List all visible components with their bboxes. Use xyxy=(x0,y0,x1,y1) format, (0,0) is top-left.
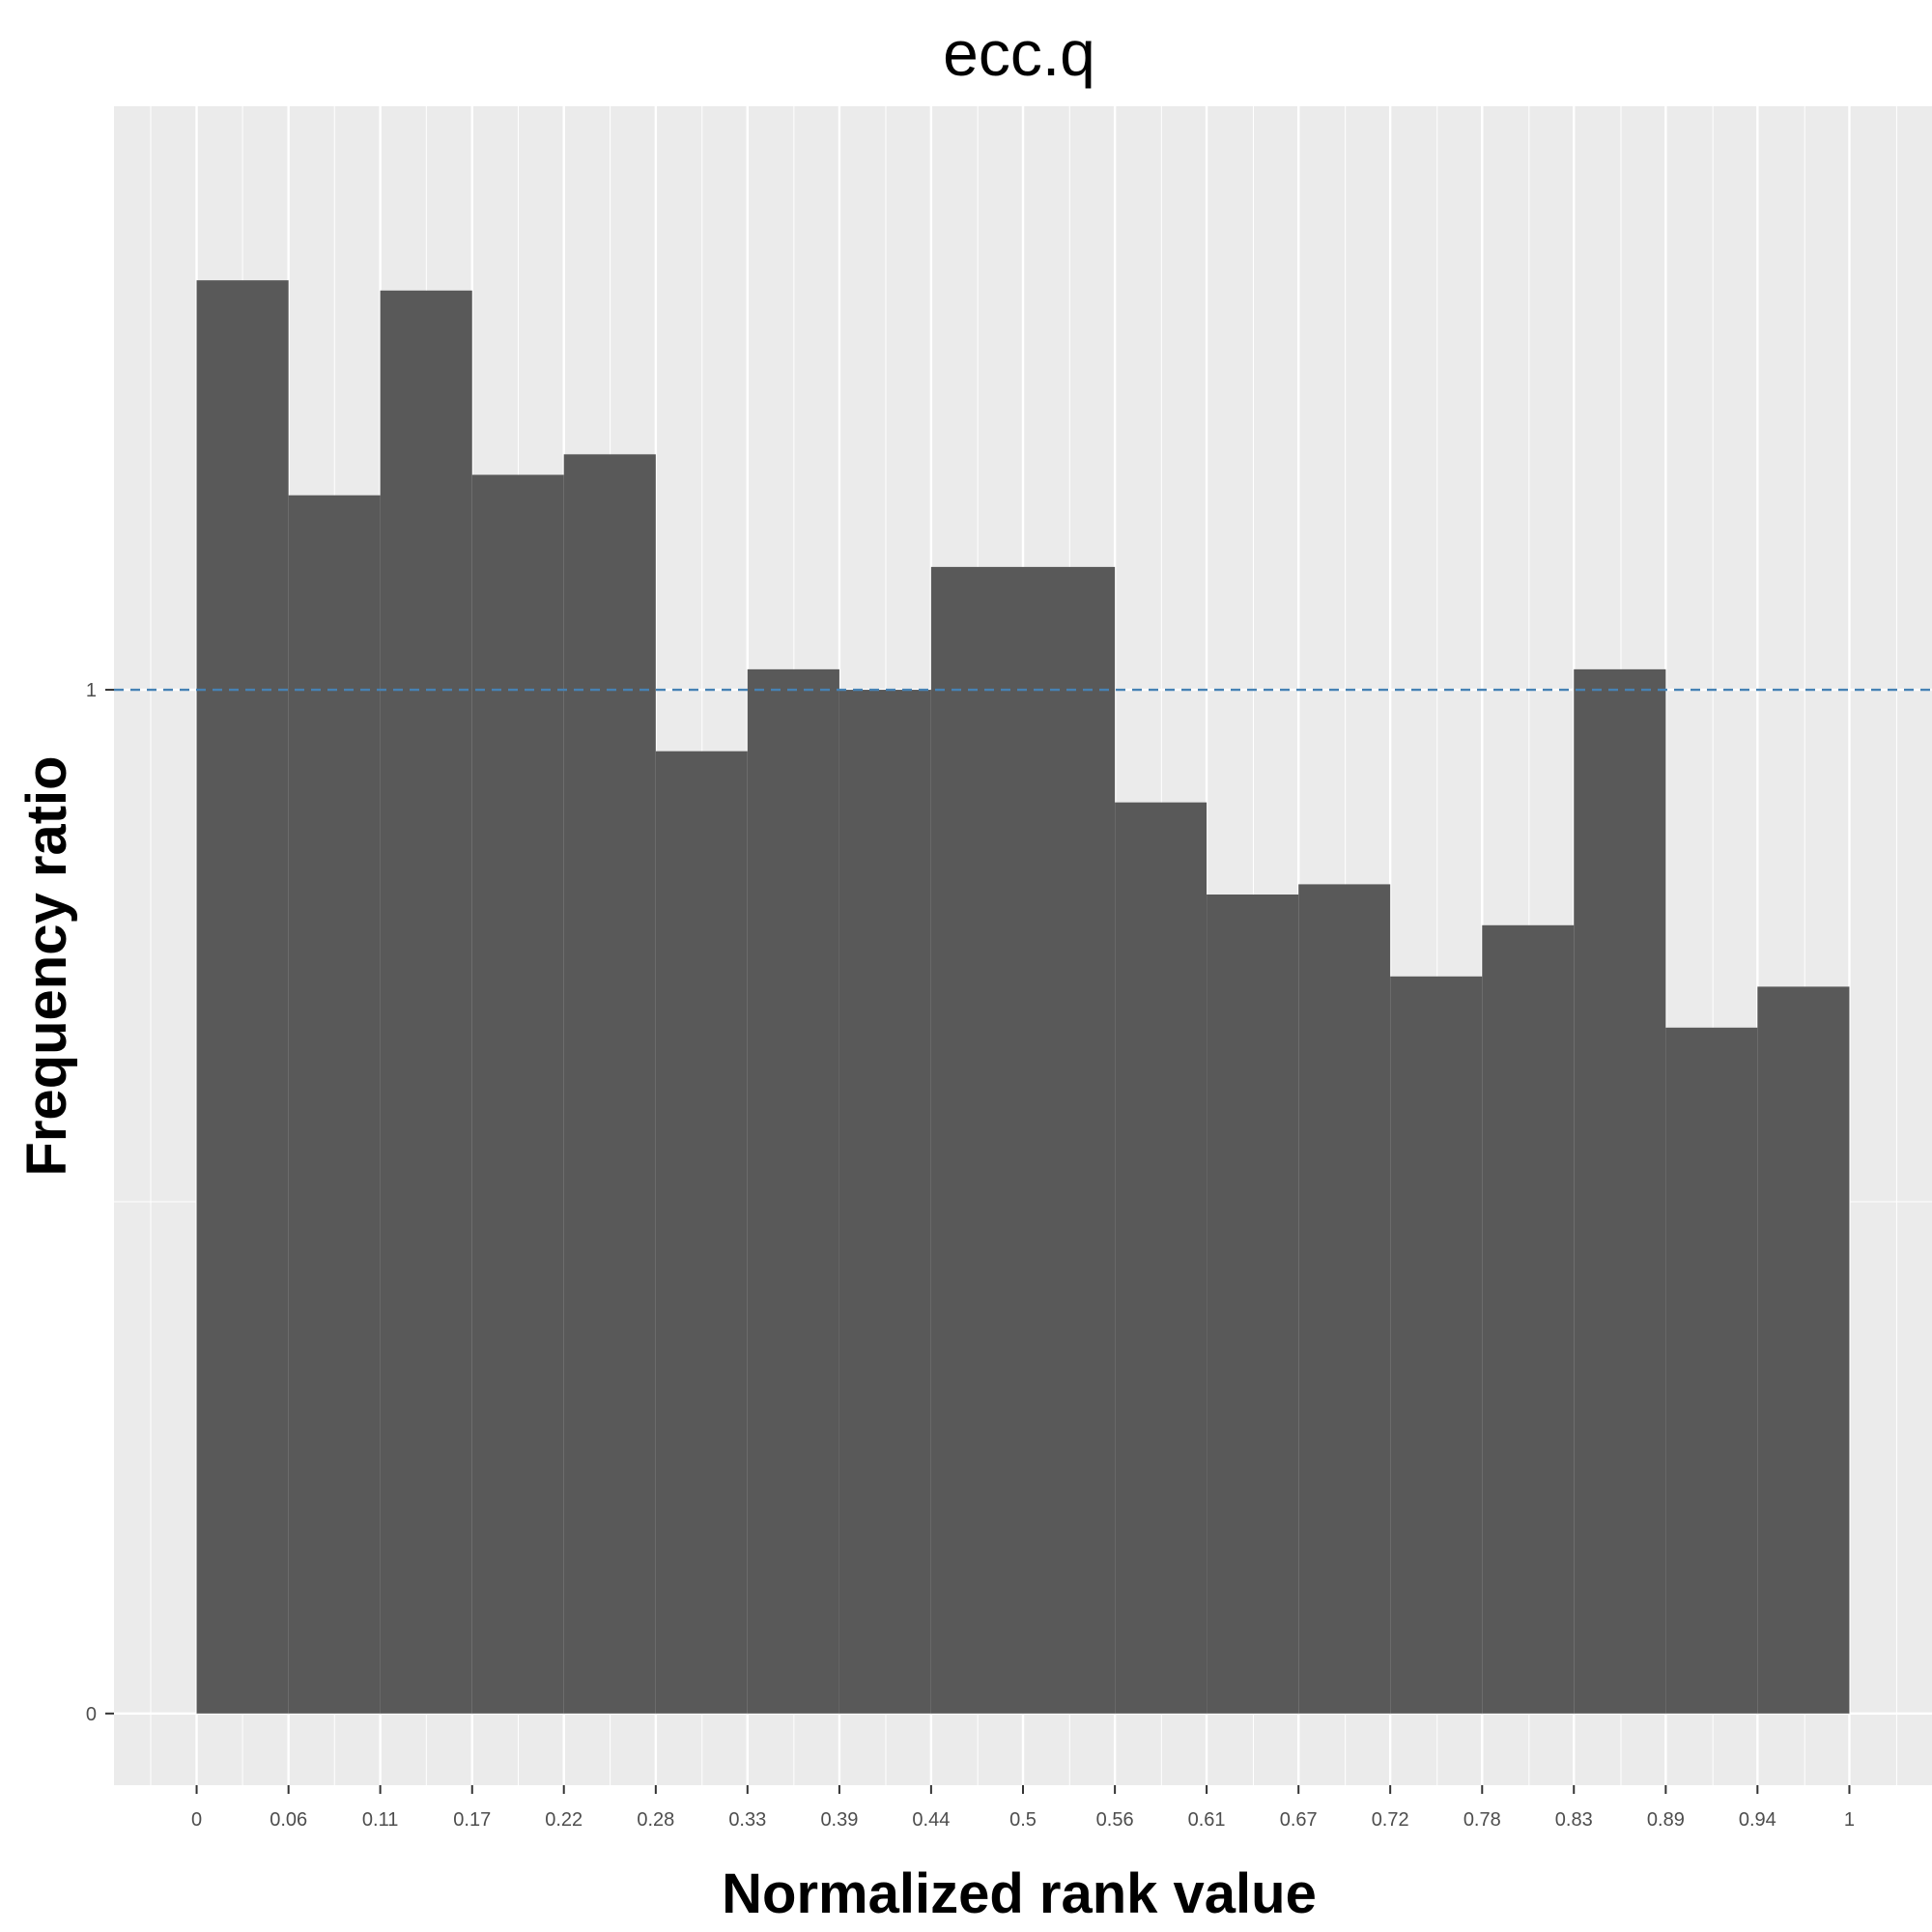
y-tick-label: 1 xyxy=(86,680,97,701)
x-tick-label: 0.56 xyxy=(1096,1809,1134,1831)
x-tick-label: 0 xyxy=(191,1809,202,1831)
x-tick-label: 0.17 xyxy=(453,1809,491,1831)
histogram-bar xyxy=(747,668,839,1714)
histogram-bar xyxy=(196,280,289,1714)
histogram-bar xyxy=(1482,924,1575,1714)
x-tick-label: 0.11 xyxy=(362,1809,398,1831)
x-tick-label: 0.06 xyxy=(270,1809,307,1831)
histogram-bar xyxy=(1298,884,1391,1714)
x-tick-label: 0.72 xyxy=(1372,1809,1409,1831)
histogram-bar xyxy=(655,751,748,1714)
x-tick-label: 0.78 xyxy=(1463,1809,1501,1831)
y-tick-label: 0 xyxy=(86,1704,97,1725)
histogram-bar xyxy=(1757,986,1850,1714)
x-tick-label: 0.44 xyxy=(912,1809,950,1831)
histogram-bar xyxy=(563,454,656,1714)
axes: 0 0.06 0.11 0.17 0.22 0.28 0.33 0.39 0.44 0.5 0.56… xyxy=(86,680,1855,1831)
x-tick-label: 0.33 xyxy=(728,1809,766,1831)
x-tick-label: 0.5 xyxy=(1009,1809,1037,1831)
x-axis-title: Normalized rank value xyxy=(722,1862,1317,1925)
histogram-bar xyxy=(471,474,564,1714)
x-tick-label: 0.89 xyxy=(1647,1809,1685,1831)
histogram-bar xyxy=(1023,566,1116,1714)
chart-title: ecc.q xyxy=(943,17,1095,89)
histogram-bar xyxy=(1390,976,1483,1714)
histogram-bar xyxy=(380,290,472,1714)
x-tick-label: 0.22 xyxy=(545,1809,582,1831)
histogram-bar xyxy=(1115,802,1208,1714)
histogram-bar xyxy=(930,566,1023,1714)
histogram-bar xyxy=(1665,1027,1758,1714)
x-tick-label: 0.67 xyxy=(1280,1809,1318,1831)
histogram-bar xyxy=(1207,895,1299,1714)
histogram-bar xyxy=(838,690,931,1714)
x-tick-label: 1 xyxy=(1844,1809,1855,1831)
y-axis-title: Frequency ratio xyxy=(15,755,78,1176)
x-tick-label: 0.61 xyxy=(1188,1809,1226,1831)
histogram-bar xyxy=(288,495,381,1714)
bars xyxy=(196,280,1850,1714)
x-tick-label: 0.39 xyxy=(820,1809,858,1831)
x-tick-label: 0.94 xyxy=(1739,1809,1776,1831)
histogram-bar xyxy=(1574,668,1666,1714)
x-tick-label: 0.83 xyxy=(1555,1809,1593,1831)
x-tick-label: 0.28 xyxy=(637,1809,674,1831)
